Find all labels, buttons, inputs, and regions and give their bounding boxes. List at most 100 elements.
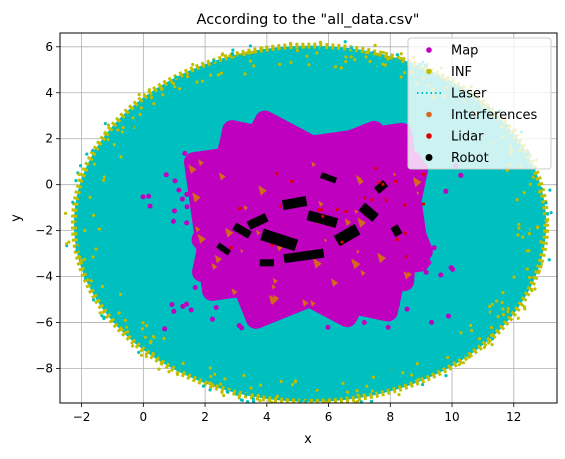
y-tick-label: 0	[45, 178, 53, 192]
series-point	[100, 203, 104, 207]
series-point	[549, 211, 553, 215]
series-point	[243, 204, 249, 211]
series-point	[228, 54, 232, 58]
series-point	[525, 267, 529, 271]
series-robot-patch	[283, 248, 325, 264]
series-point	[104, 261, 108, 265]
series-point	[365, 384, 369, 388]
series-point	[410, 373, 414, 377]
y-axis-label: y	[9, 214, 24, 222]
series-point	[102, 175, 106, 179]
series-point	[335, 381, 339, 385]
series-point	[355, 175, 362, 182]
series-point	[129, 137, 133, 141]
series-point	[103, 132, 107, 136]
series-point	[75, 245, 79, 249]
series-point	[520, 226, 524, 230]
series-point	[154, 96, 158, 100]
series-point	[268, 191, 274, 197]
series-robot-patch	[216, 242, 232, 256]
series-point	[373, 43, 377, 47]
series-point	[82, 180, 86, 184]
series-point	[98, 280, 103, 285]
series-point	[242, 373, 246, 378]
series-point	[537, 269, 541, 273]
series-point	[91, 213, 96, 217]
series-point	[395, 53, 399, 57]
series-point	[232, 184, 238, 190]
series-point	[86, 241, 91, 245]
series-point	[289, 304, 295, 310]
series-point	[501, 307, 505, 311]
series-point	[178, 87, 182, 91]
series-point	[220, 75, 224, 79]
series-point	[83, 228, 87, 233]
x-tick-label: 8	[386, 410, 394, 424]
series-robot-patch	[306, 210, 339, 228]
series-point	[140, 353, 144, 357]
series-point	[295, 48, 300, 53]
y-axis-ticks: −8 −6 −4 −2 0 2 4 6	[35, 40, 60, 376]
series-point	[257, 173, 263, 179]
series-point	[220, 227, 226, 233]
series-point	[249, 386, 253, 390]
plot-frame	[59, 32, 558, 404]
series-point	[299, 399, 303, 403]
y-tick-label: −2	[35, 224, 53, 238]
series-point	[237, 396, 241, 400]
series-point	[343, 168, 349, 174]
series-point	[320, 46, 324, 50]
series-point	[539, 186, 543, 190]
series-point	[88, 164, 92, 168]
chart-title: According to the "all_data.csv"	[197, 12, 420, 28]
series-point	[381, 62, 385, 66]
series-point	[399, 56, 403, 61]
series-point	[515, 175, 519, 180]
series-point	[416, 191, 420, 195]
series-point	[225, 227, 234, 238]
series-robot-patch	[358, 202, 379, 222]
series-point	[488, 304, 492, 308]
series-point	[217, 378, 221, 382]
series-point	[120, 328, 124, 332]
series-point	[404, 306, 410, 312]
series-point	[533, 287, 537, 291]
series-point	[95, 200, 100, 204]
series-point	[145, 324, 149, 328]
series-point	[269, 400, 274, 403]
series-point	[517, 222, 521, 227]
series-point	[232, 245, 238, 251]
series-point	[444, 374, 448, 378]
series-point	[446, 313, 452, 319]
series-point	[329, 384, 333, 388]
series-robot-patch	[246, 213, 269, 230]
series-point	[173, 85, 177, 89]
series-point	[469, 340, 473, 344]
series-point	[191, 62, 195, 67]
series-point	[368, 158, 374, 164]
series-point	[289, 60, 293, 64]
series-point	[64, 242, 69, 246]
series-point	[167, 81, 171, 85]
series-point	[305, 383, 310, 387]
series-point	[487, 341, 491, 345]
series-point	[404, 211, 410, 217]
series-point	[240, 248, 244, 254]
series-point	[341, 381, 345, 385]
series-point	[104, 257, 108, 261]
series-point	[344, 218, 352, 227]
x-axis-label: x	[304, 432, 312, 447]
series-point	[485, 334, 489, 338]
series-point	[342, 377, 346, 382]
series-point	[163, 172, 169, 178]
series-point	[143, 335, 147, 339]
series-point	[517, 226, 521, 230]
series-point	[323, 387, 327, 392]
series-point	[278, 204, 282, 208]
series-point	[138, 326, 142, 330]
series-point	[537, 216, 541, 220]
series-point	[528, 182, 532, 186]
legend-label: INF	[451, 65, 472, 80]
series-point	[102, 178, 106, 182]
series-point	[98, 311, 102, 315]
